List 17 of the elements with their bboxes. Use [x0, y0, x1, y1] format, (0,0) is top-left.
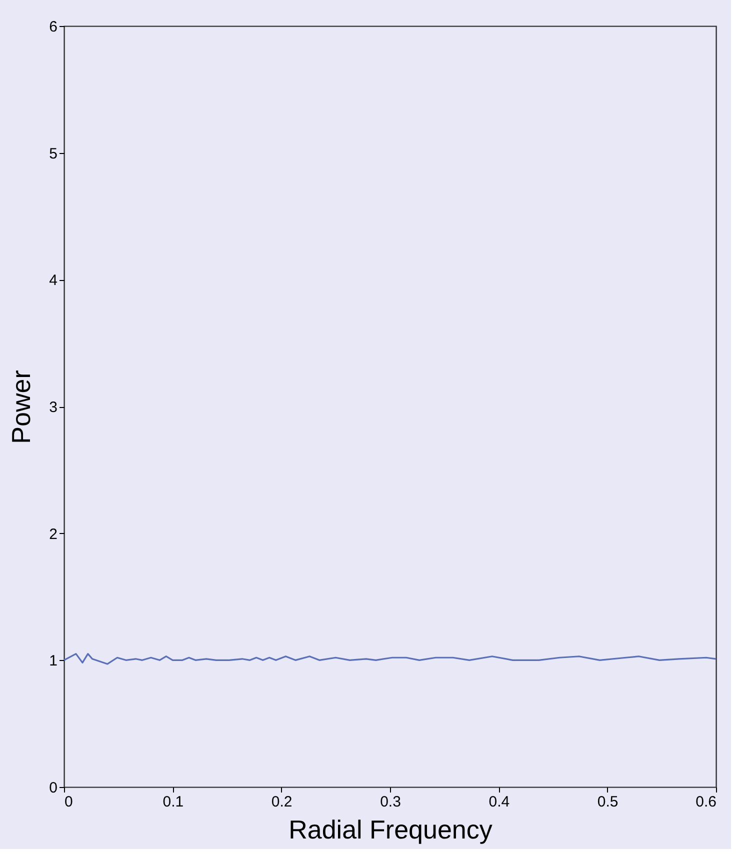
y-tick-label: 5 — [49, 145, 58, 162]
y-tick-label: 4 — [49, 272, 58, 290]
y-axis-title: Power — [6, 370, 36, 444]
y-tick-label: 6 — [49, 18, 58, 36]
y-tick-label: 0 — [49, 780, 58, 796]
x-tick-label: 0.3 — [380, 794, 401, 810]
x-tick-label: 0.6 — [696, 794, 716, 810]
line-series — [63, 653, 717, 665]
y-tick-label: 2 — [49, 526, 58, 543]
y-tick-label: 1 — [49, 652, 58, 670]
x-tick-label: 0.5 — [597, 794, 618, 810]
x-tick-label: 0.4 — [488, 794, 510, 810]
x-tick-label: 0.1 — [162, 794, 184, 810]
x-axis-title: Radial Frequency — [288, 814, 492, 844]
x-tick-label: 0 — [64, 794, 73, 810]
x-tick-label: 0.2 — [271, 794, 292, 810]
y-tick-label: 3 — [49, 399, 58, 416]
